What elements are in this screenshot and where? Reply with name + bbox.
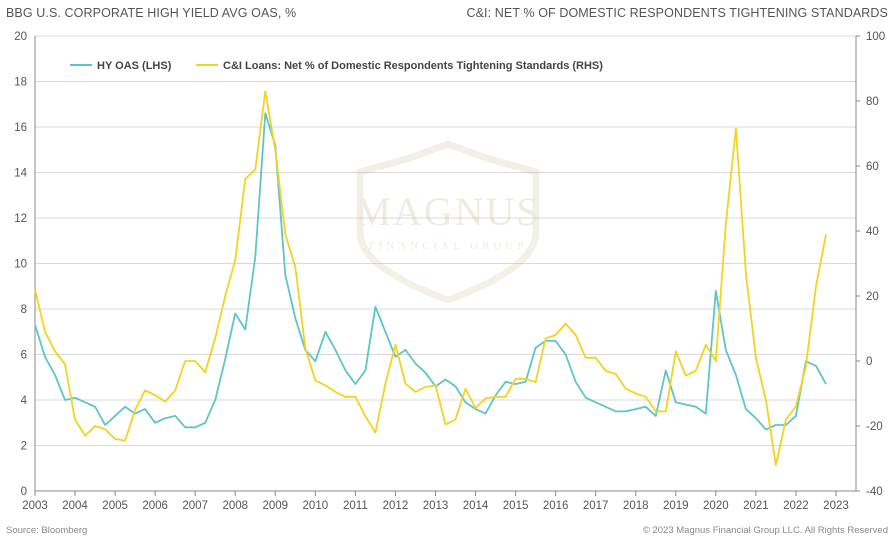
left-tick-label: 2 bbox=[21, 441, 27, 453]
right-tick-label: 60 bbox=[866, 161, 879, 173]
x-tick-label: 2012 bbox=[383, 500, 409, 512]
left-tick-label: 16 bbox=[14, 122, 27, 134]
right-tick-label: 100 bbox=[866, 31, 885, 43]
right-tick-label: -20 bbox=[866, 421, 883, 433]
right-tick-label: -40 bbox=[866, 486, 883, 498]
left-tick-label: 20 bbox=[14, 31, 27, 43]
legend-label-hy: HY OAS (LHS) bbox=[97, 60, 172, 72]
left-tick-label: 0 bbox=[21, 486, 27, 498]
left-tick-label: 12 bbox=[14, 213, 27, 225]
x-tick-label: 2008 bbox=[222, 500, 248, 512]
legend: HY OAS (LHS) C&I Loans: Net % of Domestic… bbox=[70, 60, 603, 72]
copyright-note: © 2023 Magnus Financial Group LLC. All R… bbox=[643, 525, 888, 536]
chart: MAGNUS FINANCIAL GROUP 0 2 4 6 8 10 12 14 16 18 20… bbox=[0, 0, 896, 540]
x-tick-label: 2010 bbox=[303, 500, 329, 512]
x-tick-label: 2021 bbox=[743, 500, 769, 512]
watermark-logo: MAGNUS FINANCIAL GROUP bbox=[355, 144, 540, 300]
x-tick-label: 2022 bbox=[783, 500, 809, 512]
x-tick-label: 2006 bbox=[142, 500, 168, 512]
x-tick-label: 2018 bbox=[623, 500, 649, 512]
left-tick-label: 4 bbox=[21, 395, 28, 407]
x-tick-label: 2015 bbox=[503, 500, 529, 512]
right-tick-label: 80 bbox=[866, 96, 879, 108]
right-tick-label: 20 bbox=[866, 291, 879, 303]
x-tick-label: 2017 bbox=[583, 500, 609, 512]
legend-label-ci: C&I Loans: Net % of Domestic Respondents… bbox=[223, 60, 603, 72]
left-tick-label: 10 bbox=[14, 259, 27, 271]
x-tick-label: 2009 bbox=[262, 500, 288, 512]
x-tick-label: 2020 bbox=[703, 500, 729, 512]
x-tick-label: 2023 bbox=[823, 500, 849, 512]
svg-text:MAGNUS: MAGNUS bbox=[355, 189, 540, 234]
left-tick-label: 8 bbox=[21, 304, 27, 316]
x-tick-label: 2003 bbox=[22, 500, 48, 512]
x-tick-label: 2011 bbox=[343, 500, 368, 512]
x-tick-label: 2005 bbox=[102, 500, 128, 512]
right-tick-label: 0 bbox=[866, 356, 872, 368]
x-tick-label: 2019 bbox=[663, 500, 689, 512]
x-tick-label: 2004 bbox=[62, 500, 88, 512]
left-axis-ticks: 0 2 4 6 8 10 12 14 16 18 20 bbox=[14, 31, 27, 498]
svg-text:FINANCIAL GROUP: FINANCIAL GROUP bbox=[369, 240, 528, 252]
right-axis-ticks: -40 -20 0 20 40 60 80 100 bbox=[856, 31, 885, 498]
x-tick-label: 2013 bbox=[423, 500, 449, 512]
series-line-hy-oas bbox=[35, 113, 826, 429]
x-axis-ticks: 2003 2004 2005 2006 2007 2008 2009 2010 2011 2012… bbox=[22, 491, 849, 512]
x-tick-label: 2007 bbox=[182, 500, 208, 512]
right-tick-label: 40 bbox=[866, 226, 879, 238]
left-tick-label: 6 bbox=[21, 350, 27, 362]
left-tick-label: 14 bbox=[14, 168, 27, 180]
left-tick-label: 18 bbox=[14, 77, 27, 89]
x-tick-label: 2014 bbox=[463, 500, 489, 512]
x-tick-label: 2016 bbox=[543, 500, 569, 512]
source-note: Source: Bloomberg bbox=[6, 525, 87, 536]
